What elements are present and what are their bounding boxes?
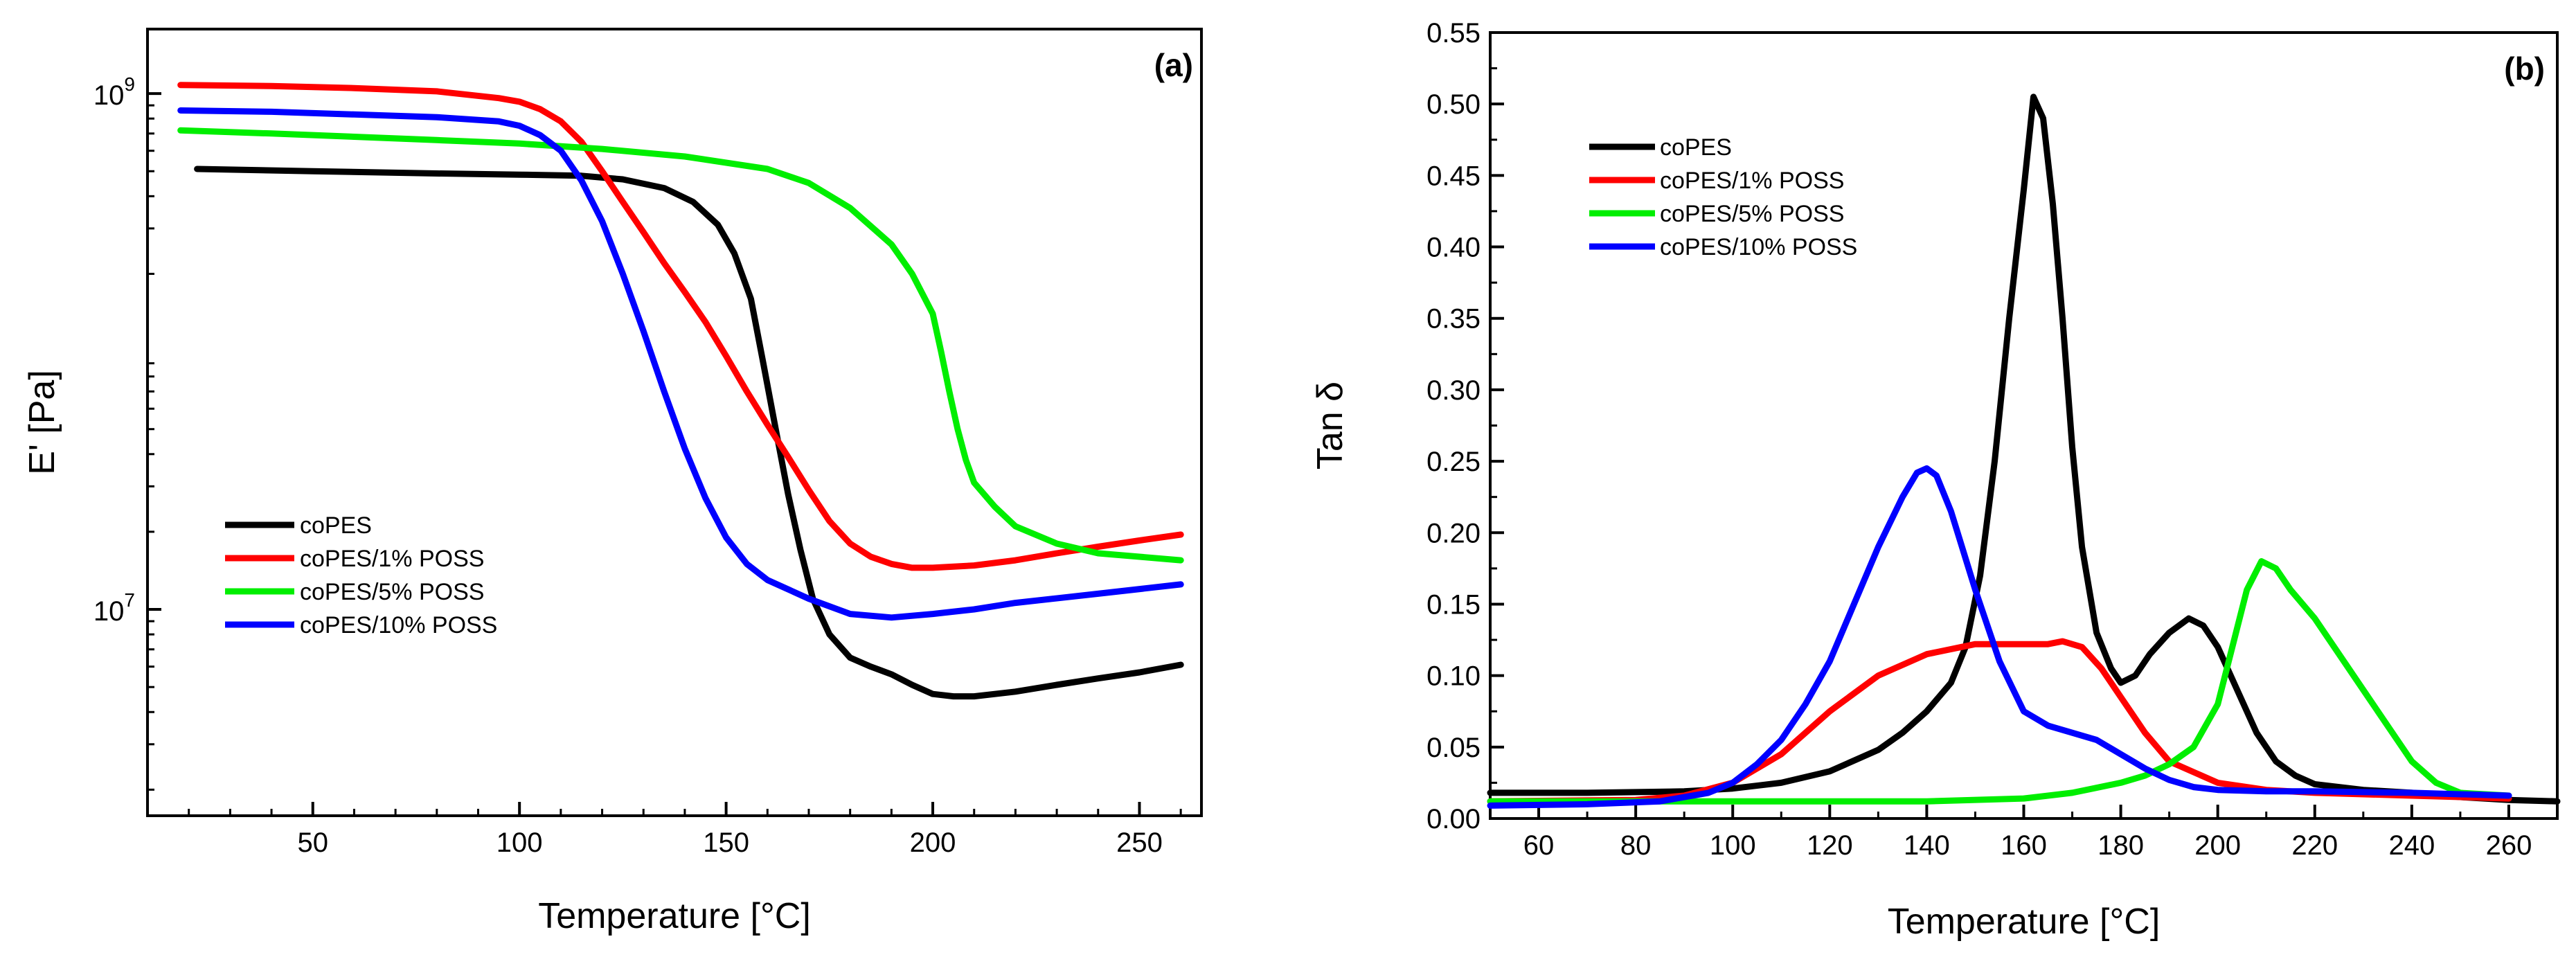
- plot-frame-b: [1489, 31, 2559, 820]
- x-tick-label-b: 100: [1710, 830, 1756, 861]
- y-tick-power: 9: [124, 73, 135, 95]
- x-tick-label-b: 140: [1904, 830, 1950, 861]
- y-tick-label-b: 0.05: [1426, 733, 1481, 763]
- x-tick-label-b: 120: [1807, 830, 1853, 861]
- legend-label-a-copes-1-poss: coPES/1% POSS: [300, 546, 484, 572]
- series-line-b-copes-5-poss: [1487, 558, 2512, 805]
- x-axis-title-b: Temperature [°C]: [1888, 902, 2161, 942]
- y-tick-label-b: 0.50: [1426, 89, 1481, 120]
- x-tick-label-b: 160: [2001, 830, 2047, 861]
- x-tick-label-b: 220: [2291, 830, 2338, 861]
- series-line-a-copes-10-poss: [177, 107, 1184, 621]
- series-line-b-copes-10-poss: [1487, 465, 2512, 809]
- y-tick-label-b: 0.40: [1426, 233, 1481, 263]
- plot-frame-a: [146, 28, 1203, 817]
- y-tick-label-a: 109: [93, 73, 135, 111]
- y-tick-base: 10: [93, 80, 125, 111]
- legend-label-a-copes: coPES: [300, 512, 372, 539]
- y-tick-label-b: 0.30: [1426, 375, 1481, 406]
- y-tick-label-b: 0.15: [1426, 589, 1481, 620]
- x-tick-label-a: 200: [910, 828, 956, 858]
- legend-label-b-copes-1-poss: coPES/1% POSS: [1660, 168, 1844, 194]
- chart-panel-b: 60 80 100 120 140 160 180 200 220 240 260 0.00 0.05 0…: [1310, 18, 2561, 942]
- y-tick-label-b: 0.45: [1426, 161, 1481, 191]
- series-line-a-copes-1-poss: [177, 82, 1184, 571]
- legend-label-a-copes-10-poss: coPES/10% POSS: [300, 612, 497, 638]
- panel-label-b: (b): [2504, 51, 2545, 87]
- x-tick-label-b: 180: [2098, 830, 2144, 861]
- y-tick-power: 7: [124, 589, 135, 611]
- series-line-b-copes: [1487, 93, 2561, 805]
- x-tick-label-a: 250: [1116, 828, 1163, 858]
- y-tick-label-b: 0.35: [1426, 304, 1481, 334]
- legend-label-b-copes-10-poss: coPES/10% POSS: [1660, 234, 1857, 260]
- y-tick-label-a: 107: [93, 589, 135, 627]
- x-tick-label-a: 50: [297, 828, 328, 858]
- legend-label-a-copes-5-poss: coPES/5% POSS: [300, 579, 484, 605]
- y-axis-title-b: Tan δ: [1310, 382, 1350, 469]
- y-axis-title-a: E' [Pa]: [22, 370, 62, 475]
- y-tick-label-b: 0.00: [1426, 804, 1481, 834]
- y-tick-base: 10: [93, 596, 125, 627]
- legend-label-b-copes-5-poss: coPES/5% POSS: [1660, 201, 1844, 227]
- x-tick-label-a: 150: [703, 828, 749, 858]
- x-tick-label-a: 100: [497, 828, 543, 858]
- x-tick-label-b: 200: [2194, 830, 2241, 861]
- x-axis-title-a: Temperature [°C]: [538, 896, 811, 936]
- y-tick-label-b: 0.20: [1426, 518, 1481, 548]
- panel-label-a: (a): [1154, 47, 1193, 83]
- x-tick-label-b: 240: [2388, 830, 2435, 861]
- x-tick-label-b: 60: [1523, 830, 1555, 861]
- y-tick-label-b: 0.55: [1426, 18, 1481, 48]
- y-tick-label-b: 0.10: [1426, 661, 1481, 692]
- x-tick-label-b: 260: [2486, 830, 2532, 861]
- x-tick-label-b: 80: [1620, 830, 1652, 861]
- legend-label-b-copes: coPES: [1660, 134, 1732, 161]
- y-tick-label-b: 0.25: [1426, 447, 1481, 477]
- series-line-a-copes-5-poss: [177, 127, 1184, 564]
